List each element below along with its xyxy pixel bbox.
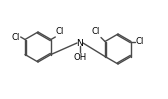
Text: OH: OH bbox=[73, 53, 87, 62]
Text: Cl: Cl bbox=[136, 37, 144, 46]
Text: N: N bbox=[77, 39, 83, 48]
Text: Cl: Cl bbox=[11, 32, 20, 41]
Text: Cl: Cl bbox=[56, 28, 64, 37]
Text: Cl: Cl bbox=[92, 28, 100, 37]
